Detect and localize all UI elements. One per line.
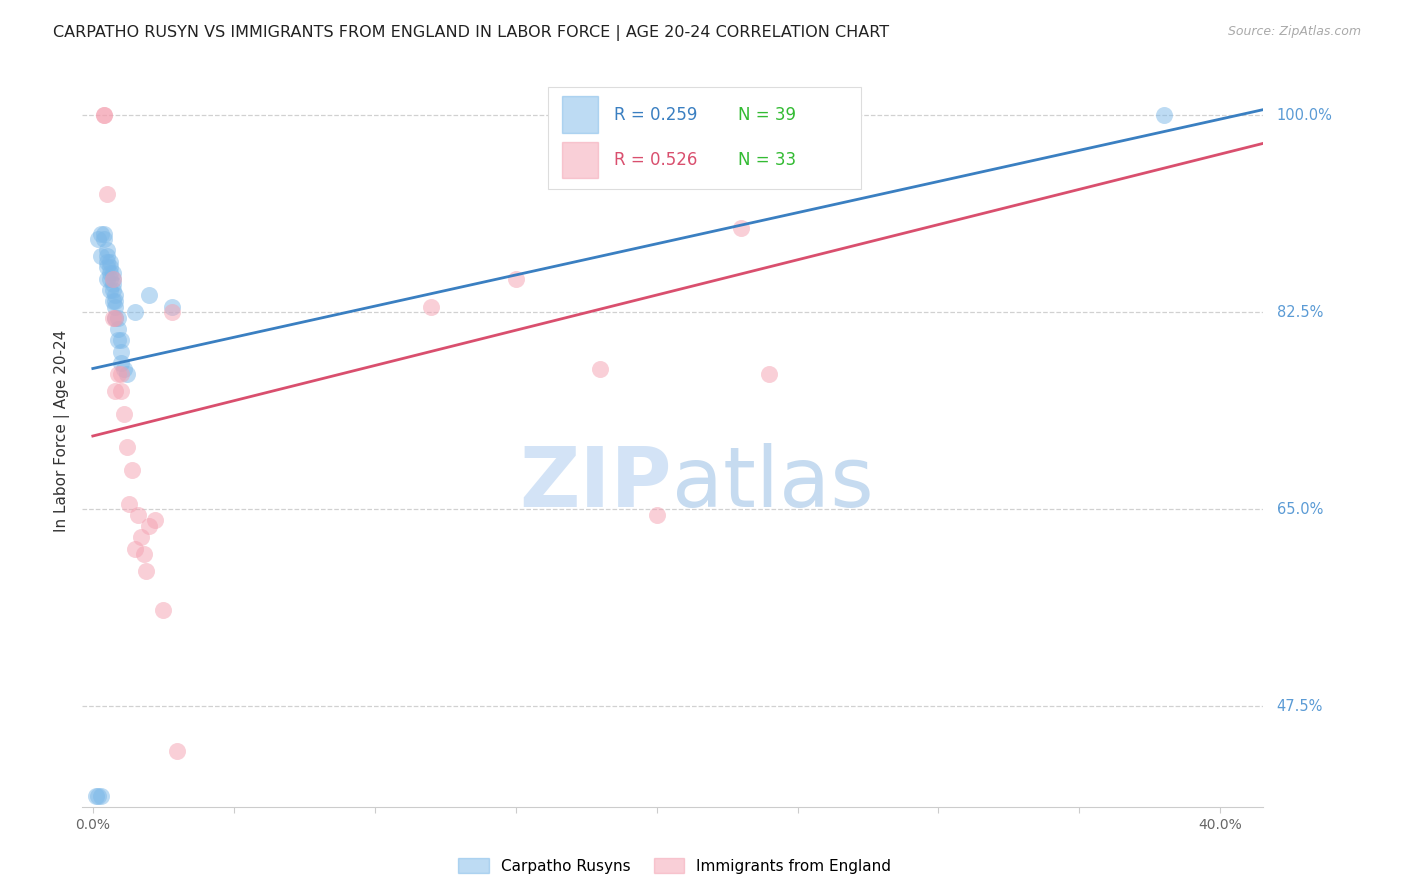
Text: R = 0.526: R = 0.526 — [614, 151, 697, 169]
Text: R = 0.259: R = 0.259 — [614, 105, 697, 124]
Point — [420, 300, 443, 314]
Y-axis label: In Labor Force | Age 20-24: In Labor Force | Age 20-24 — [55, 329, 70, 532]
Text: atlas: atlas — [672, 442, 873, 524]
Point — [138, 288, 160, 302]
Point — [160, 300, 183, 314]
Point — [101, 277, 124, 292]
Point — [104, 288, 127, 302]
Point — [90, 249, 112, 263]
Point — [110, 367, 132, 381]
Point — [87, 789, 110, 803]
Point — [93, 108, 115, 122]
Point — [702, 108, 724, 122]
Point — [127, 508, 149, 522]
Point — [104, 300, 127, 314]
Point — [98, 266, 121, 280]
Point — [104, 310, 127, 325]
Point — [87, 232, 110, 246]
Text: 100.0%: 100.0% — [1277, 108, 1333, 123]
Point — [110, 356, 132, 370]
Point — [107, 367, 129, 381]
Point — [143, 513, 166, 527]
Point — [96, 187, 118, 202]
Point — [98, 254, 121, 268]
Point — [96, 254, 118, 268]
Point — [93, 227, 115, 241]
Point — [104, 384, 127, 398]
Point — [1153, 108, 1175, 122]
Point — [758, 367, 780, 381]
Text: N = 33: N = 33 — [738, 151, 796, 169]
Point — [645, 508, 668, 522]
Point — [152, 603, 174, 617]
Point — [90, 789, 112, 803]
Point — [96, 260, 118, 275]
Point — [110, 344, 132, 359]
Point — [138, 519, 160, 533]
Point — [96, 244, 118, 258]
Point — [96, 249, 118, 263]
Text: 65.0%: 65.0% — [1277, 501, 1323, 516]
Point — [716, 108, 738, 122]
Point — [84, 789, 107, 803]
Point — [101, 271, 124, 285]
Text: ZIP: ZIP — [520, 442, 672, 524]
Point — [101, 271, 124, 285]
FancyBboxPatch shape — [548, 87, 860, 189]
Point — [112, 407, 135, 421]
Point — [104, 310, 127, 325]
Point — [93, 108, 115, 122]
Point — [98, 271, 121, 285]
Point — [96, 271, 118, 285]
Point — [90, 227, 112, 241]
Text: CARPATHO RUSYN VS IMMIGRANTS FROM ENGLAND IN LABOR FORCE | AGE 20-24 CORRELATION: CARPATHO RUSYN VS IMMIGRANTS FROM ENGLAN… — [53, 25, 890, 41]
Point — [505, 271, 527, 285]
Bar — [562, 142, 598, 178]
Point — [121, 463, 143, 477]
Point — [115, 367, 138, 381]
Text: Source: ZipAtlas.com: Source: ZipAtlas.com — [1227, 25, 1361, 38]
Point — [160, 305, 183, 319]
Point — [589, 361, 612, 376]
Point — [115, 440, 138, 454]
Point — [101, 283, 124, 297]
Point — [101, 266, 124, 280]
Legend: Carpatho Rusyns, Immigrants from England: Carpatho Rusyns, Immigrants from England — [453, 852, 897, 880]
Point — [744, 108, 766, 122]
Point — [124, 305, 146, 319]
Point — [118, 496, 141, 510]
Bar — [562, 96, 598, 133]
Point — [93, 232, 115, 246]
Point — [135, 564, 157, 578]
Text: N = 39: N = 39 — [738, 105, 796, 124]
Point — [112, 361, 135, 376]
Point — [730, 220, 752, 235]
Point — [107, 322, 129, 336]
Point — [107, 334, 129, 348]
Point — [124, 541, 146, 556]
Point — [98, 260, 121, 275]
Point — [166, 744, 188, 758]
Point — [107, 310, 129, 325]
Point — [132, 547, 155, 561]
Point — [101, 310, 124, 325]
Text: 47.5%: 47.5% — [1277, 698, 1323, 714]
Text: 82.5%: 82.5% — [1277, 305, 1323, 319]
Point — [110, 384, 132, 398]
Point — [110, 334, 132, 348]
Point — [104, 293, 127, 308]
Point — [129, 530, 152, 544]
Point — [101, 293, 124, 308]
Point — [98, 283, 121, 297]
